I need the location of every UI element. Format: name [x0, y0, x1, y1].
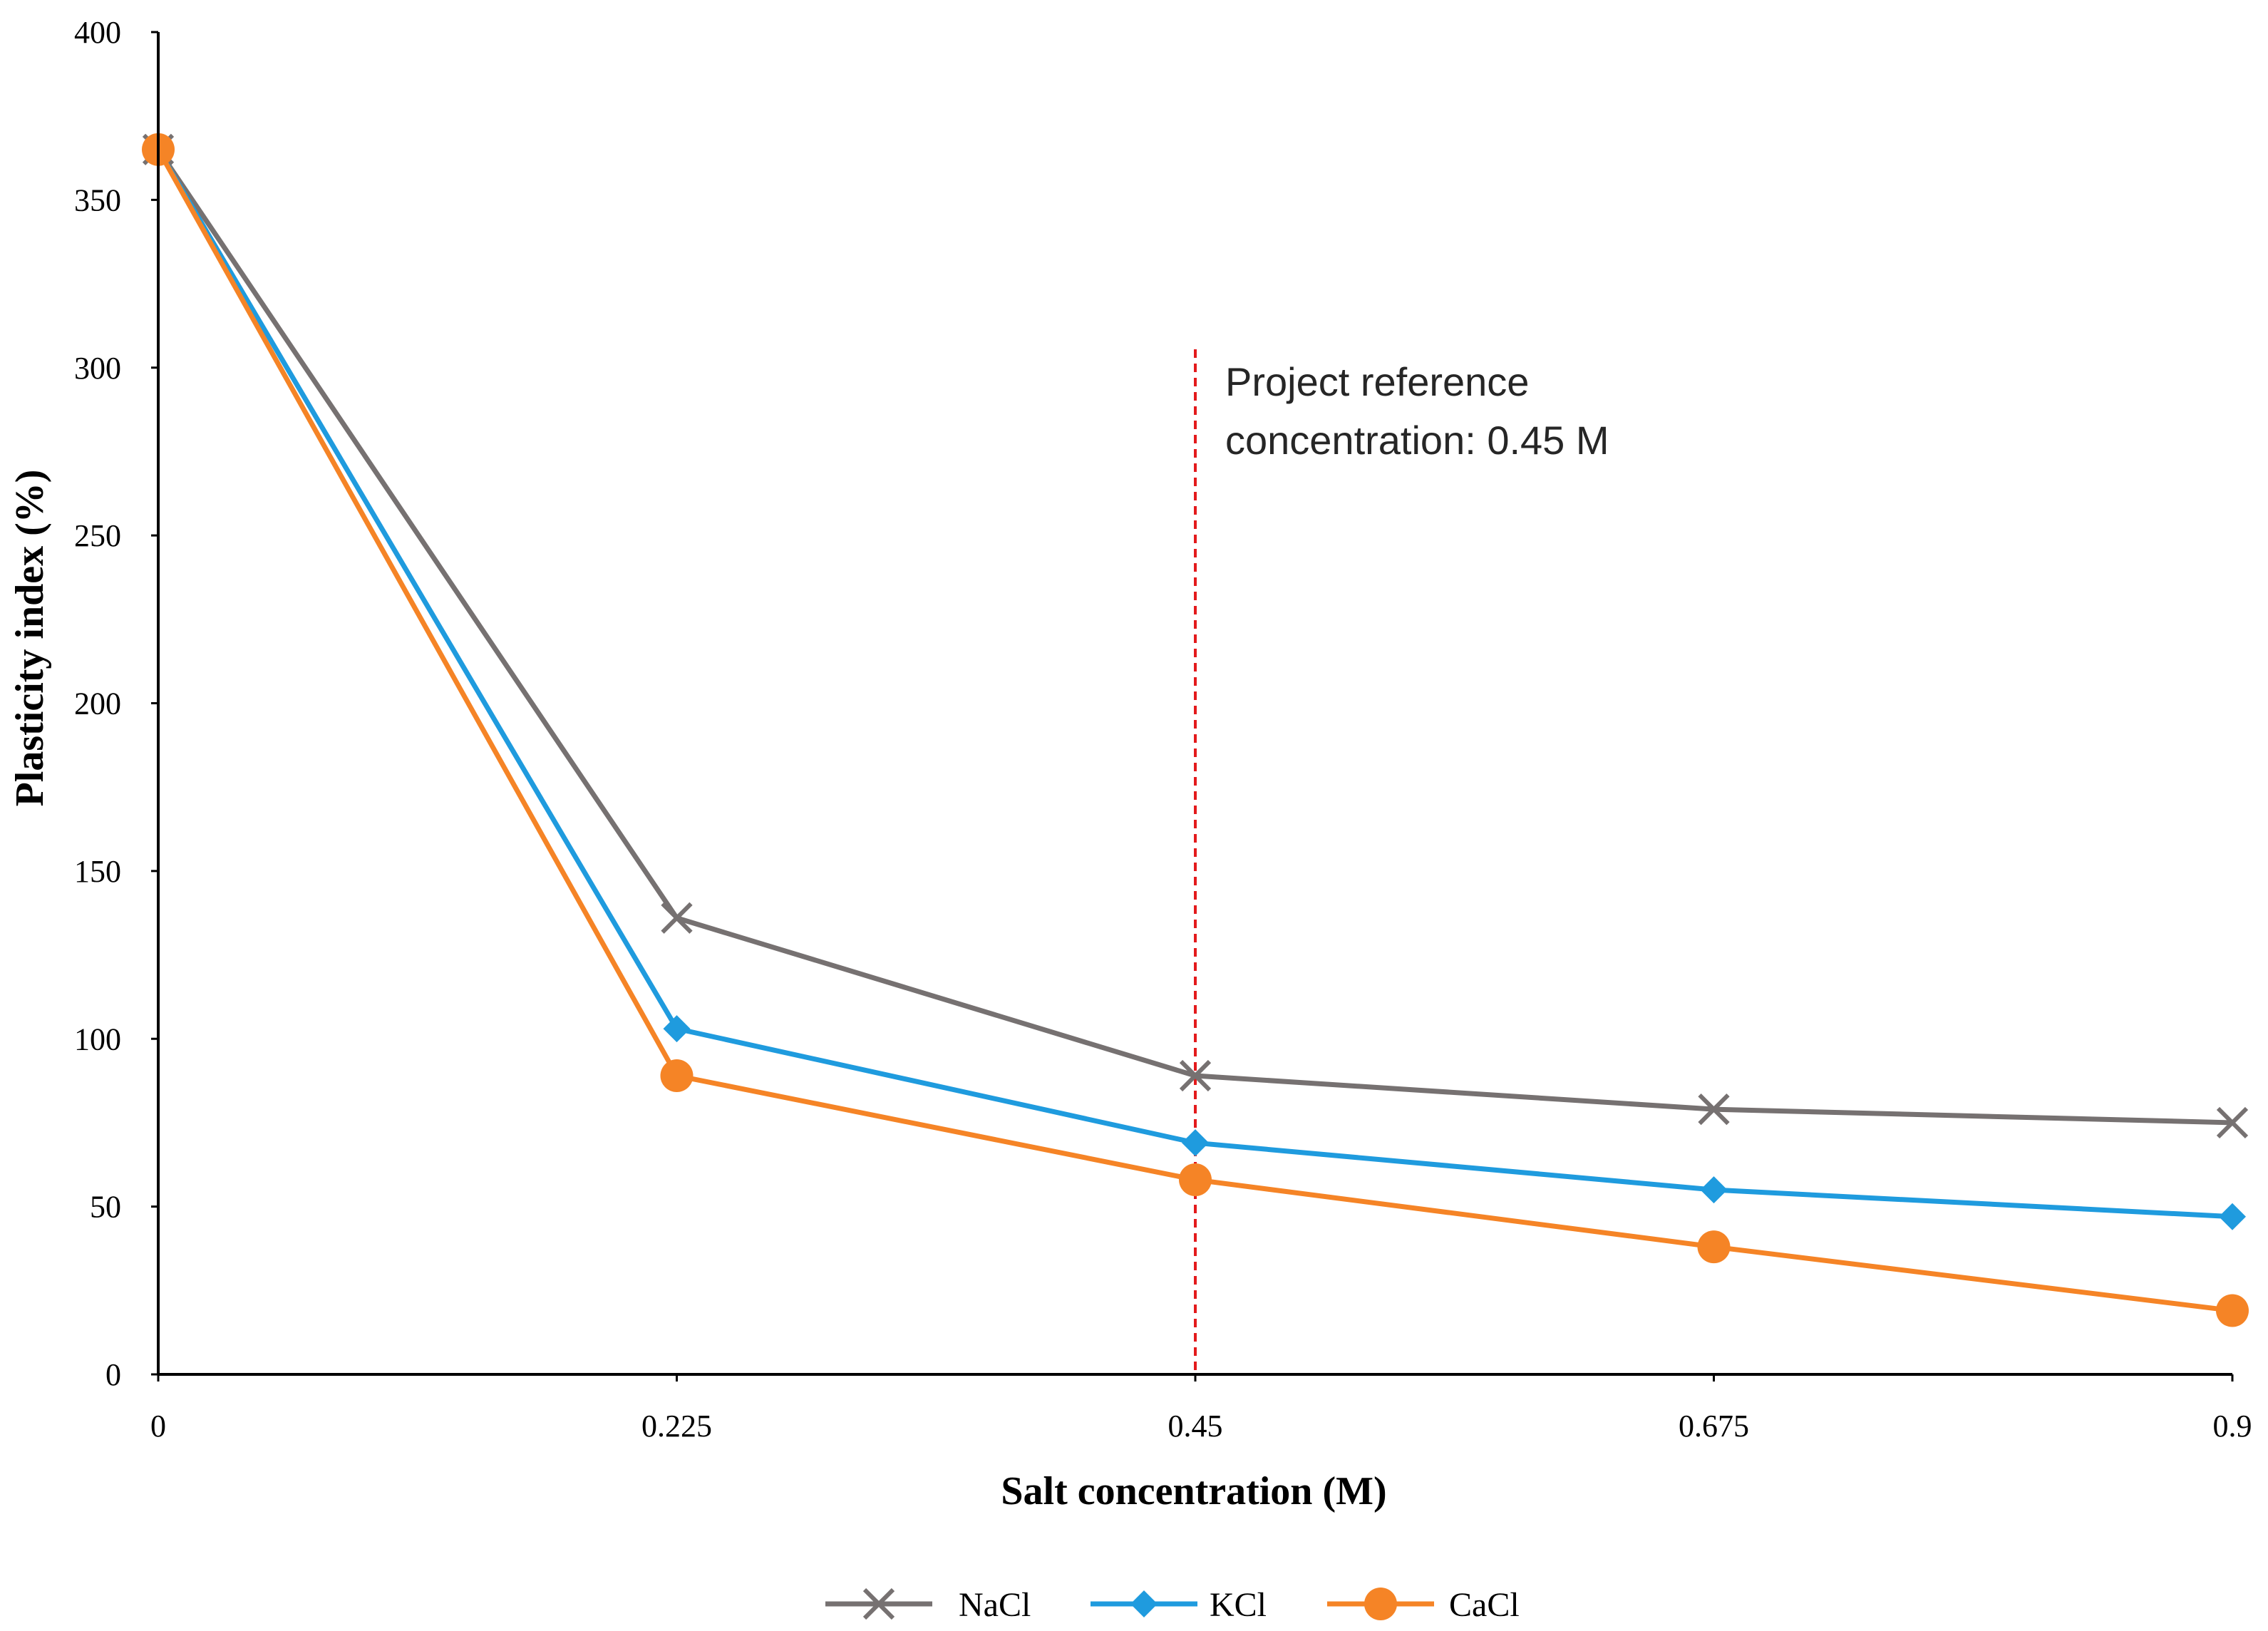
data-point-nacl — [2216, 1106, 2249, 1139]
legend-label-cacl: CaCl — [1449, 1586, 1520, 1624]
x-tick-label: 0.225 — [641, 1409, 712, 1444]
x-tick-label: 0.45 — [1168, 1409, 1223, 1444]
y-tick-label: 300 — [74, 351, 121, 386]
reference-label-line-2: concentration: 0.45 M — [1225, 418, 1609, 463]
y-tick-label: 100 — [74, 1022, 121, 1056]
data-point-cacl — [1179, 1163, 1212, 1196]
y-tick-label: 350 — [74, 182, 121, 217]
data-point-kcl — [1700, 1176, 1728, 1204]
y-tick-label: 50 — [90, 1190, 121, 1225]
x-axis-title: Salt concentration (M) — [1001, 1469, 1386, 1513]
x-tick-label: 0.9 — [2213, 1409, 2252, 1444]
data-point-nacl-stroke — [2216, 1106, 2249, 1139]
y-tick-label: 400 — [74, 15, 121, 50]
y-tick-label: 250 — [74, 518, 121, 553]
y-axis-title: Plasticity index (%) — [8, 470, 52, 807]
legend-label-kcl: KCl — [1210, 1586, 1267, 1624]
legend-marker-cacl — [1364, 1588, 1397, 1620]
legend-label-nacl: NaCl — [959, 1586, 1031, 1624]
legend-marker-nacl-stroke — [862, 1588, 895, 1620]
series-cacl — [142, 133, 2249, 1327]
x-axis-ticks: 0 0.225 0.45 0.675 0.9 — [150, 1374, 2252, 1444]
data-point-nacl — [661, 902, 693, 934]
y-axis-ticks: 0 50 100 150 200 250 300 350 400 — [74, 15, 158, 1392]
y-tick-label: 200 — [74, 686, 121, 721]
x-tick-label: 0 — [150, 1409, 166, 1444]
series-group — [142, 133, 2249, 1327]
data-point-nacl — [1698, 1093, 1730, 1126]
data-point-cacl — [1697, 1230, 1731, 1264]
legend-marker-nacl — [862, 1588, 895, 1620]
reference-label-line-1: Project reference — [1225, 359, 1529, 404]
data-point-kcl — [2219, 1203, 2246, 1230]
legend-item-nacl: NaCl — [825, 1586, 1031, 1624]
axes — [157, 32, 2232, 1376]
y-tick-label: 150 — [74, 854, 121, 889]
reference-line-group: Project reference concentration: 0.45 M — [1194, 349, 1609, 1374]
legend-marker-kcl — [1130, 1590, 1158, 1617]
data-point-nacl-stroke — [1698, 1093, 1730, 1126]
data-point-nacl — [1179, 1059, 1212, 1092]
data-point-cacl — [2216, 1294, 2249, 1327]
data-point-nacl-stroke — [661, 902, 693, 934]
legend: NaCl KCl CaCl — [825, 1586, 1520, 1624]
data-point-nacl-stroke — [1179, 1059, 1212, 1092]
data-point-kcl — [1182, 1129, 1209, 1157]
legend-item-kcl: KCl — [1091, 1586, 1267, 1624]
legend-item-cacl: CaCl — [1327, 1586, 1520, 1624]
data-point-kcl — [663, 1015, 691, 1043]
y-tick-label: 0 — [105, 1357, 121, 1392]
x-tick-label: 0.675 — [1679, 1409, 1749, 1444]
data-point-cacl — [660, 1059, 694, 1093]
